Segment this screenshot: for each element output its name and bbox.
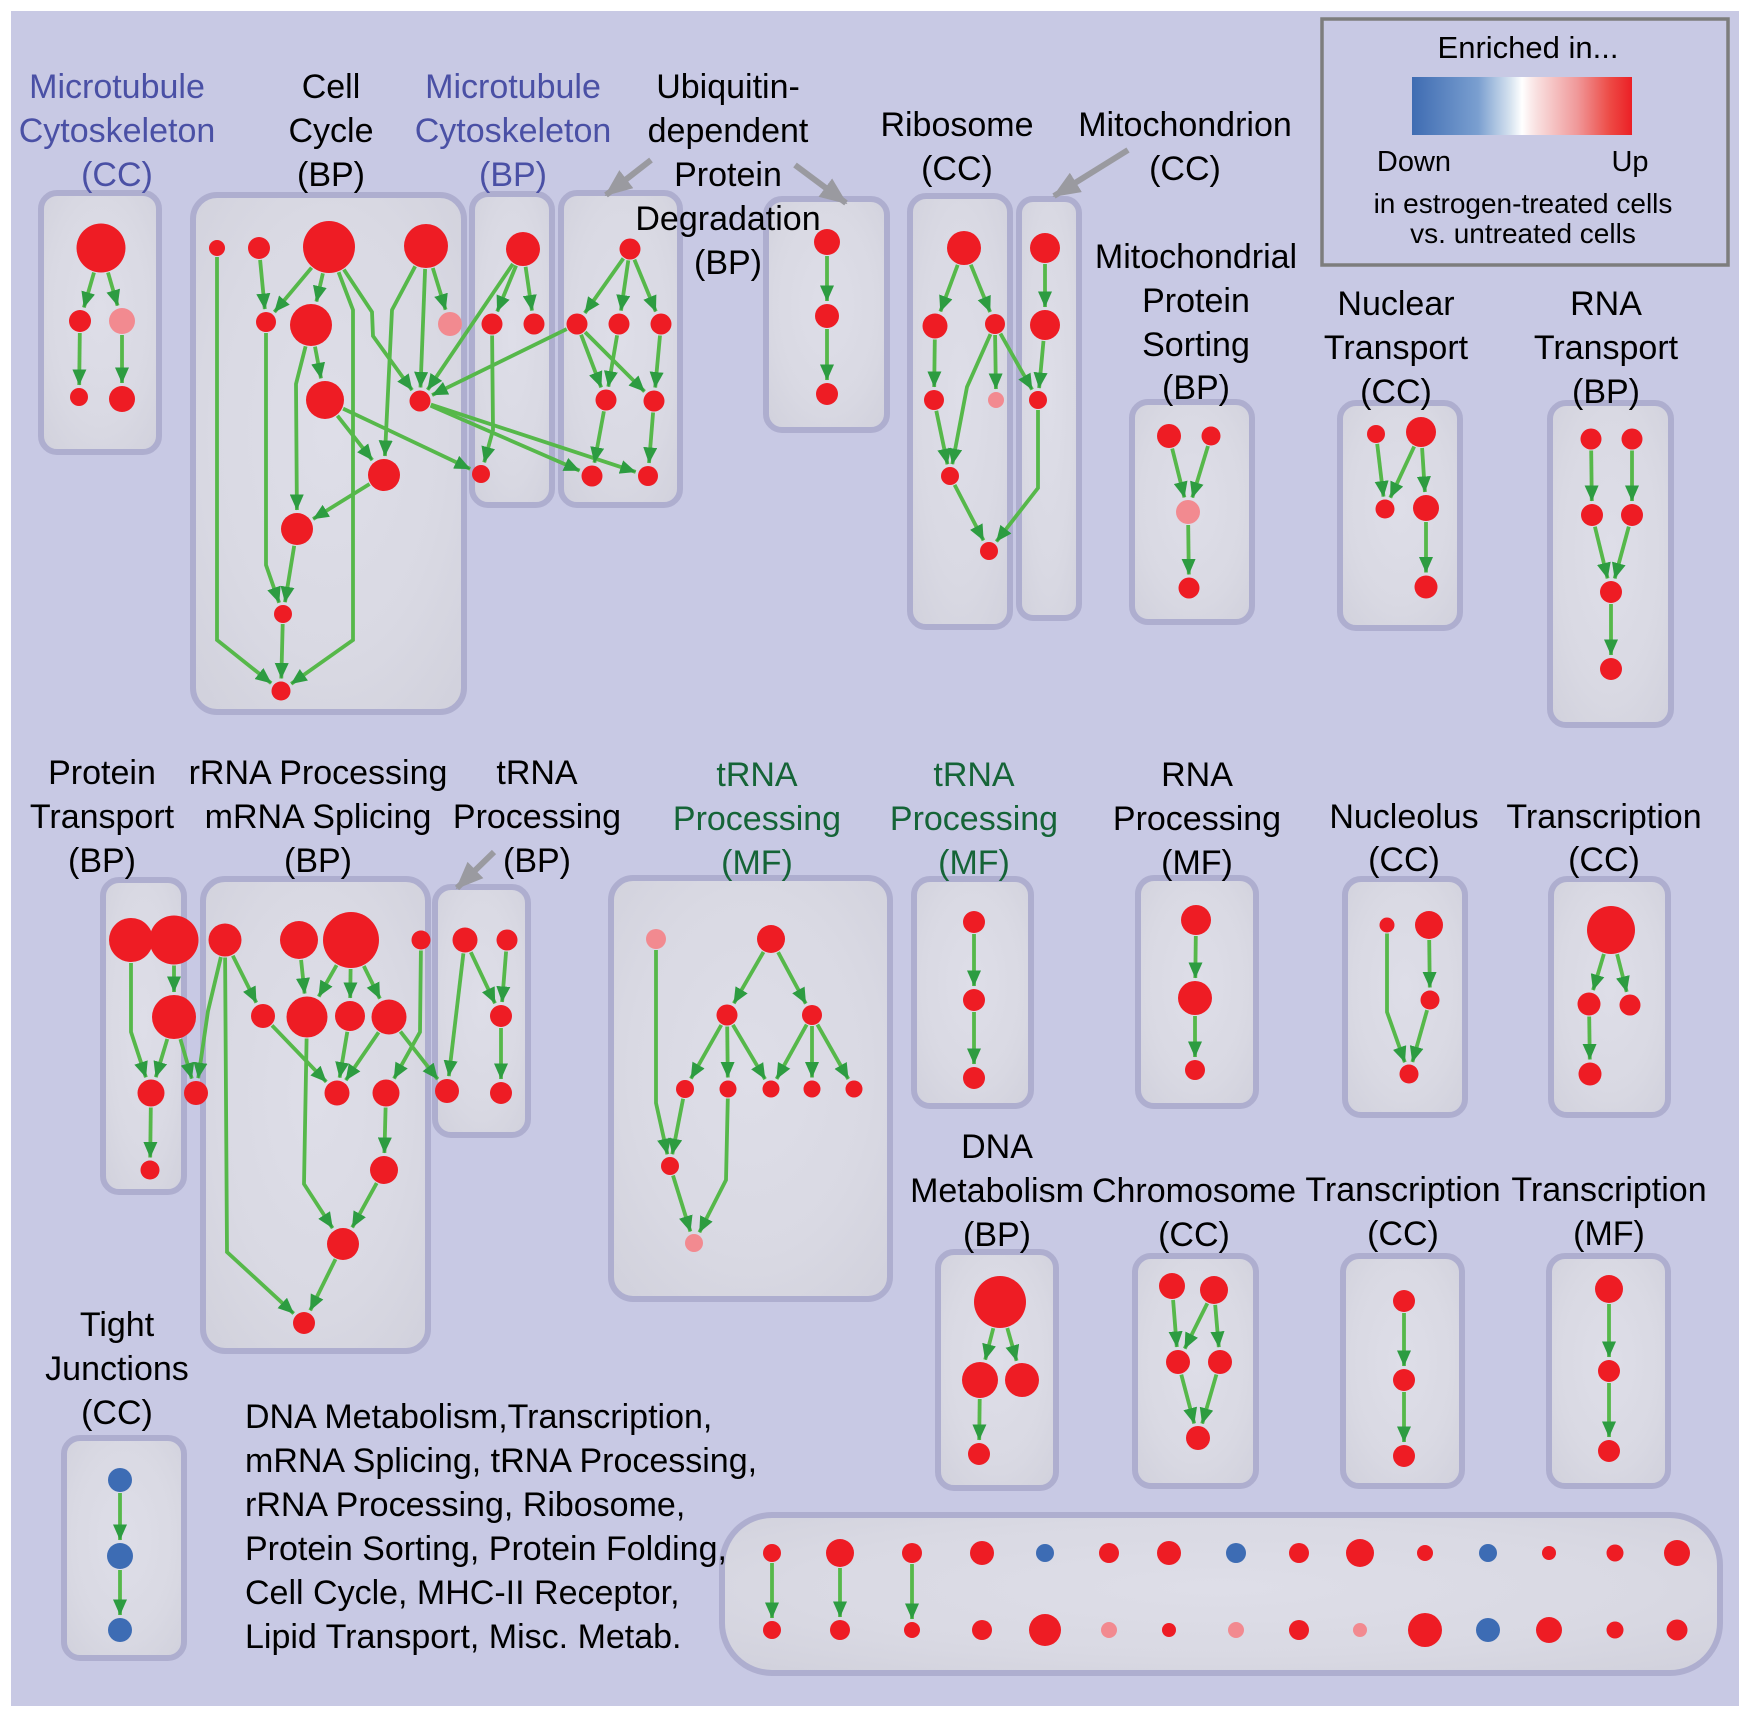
svg-text:Protein Sorting, Protein Foldi: Protein Sorting, Protein Folding, <box>245 1530 727 1568</box>
svg-text:Transcription: Transcription <box>1511 1171 1706 1209</box>
svg-text:(BP): (BP) <box>503 842 571 880</box>
svg-text:tRNA: tRNA <box>496 754 578 792</box>
svg-text:Ribosome: Ribosome <box>880 106 1033 144</box>
svg-text:(BP): (BP) <box>1572 373 1640 411</box>
svg-text:Metabolism: Metabolism <box>910 1172 1084 1210</box>
svg-text:mRNA Splicing: mRNA Splicing <box>205 798 432 836</box>
svg-text:(MF): (MF) <box>1573 1215 1645 1253</box>
svg-text:Cytoskeleton: Cytoskeleton <box>415 112 612 150</box>
svg-text:Cycle: Cycle <box>288 112 373 150</box>
svg-text:Nucleolus: Nucleolus <box>1329 798 1478 836</box>
svg-text:(BP): (BP) <box>963 1216 1031 1254</box>
svg-text:Processing: Processing <box>890 800 1058 838</box>
svg-text:Enriched in...: Enriched in... <box>1438 30 1619 65</box>
svg-text:(BP): (BP) <box>479 156 547 194</box>
svg-text:mRNA Splicing, tRNA Processing: mRNA Splicing, tRNA Processing, <box>245 1442 757 1480</box>
svg-text:Transcription: Transcription <box>1506 798 1701 836</box>
svg-text:Tight: Tight <box>80 1306 155 1344</box>
svg-text:(BP): (BP) <box>68 842 136 880</box>
svg-text:(MF): (MF) <box>721 844 793 882</box>
svg-text:Up: Up <box>1611 146 1648 178</box>
svg-text:Mitochondrion: Mitochondrion <box>1078 106 1292 144</box>
svg-text:RNA: RNA <box>1161 756 1233 794</box>
svg-text:Degradation: Degradation <box>635 200 820 238</box>
svg-text:Transcription: Transcription <box>1305 1171 1500 1209</box>
svg-text:Lipid Transport, Misc. Metab.: Lipid Transport, Misc. Metab. <box>245 1618 682 1656</box>
svg-text:(BP): (BP) <box>694 244 762 282</box>
svg-text:(CC): (CC) <box>81 1394 153 1432</box>
svg-text:(BP): (BP) <box>284 842 352 880</box>
svg-text:Mitochondrial: Mitochondrial <box>1095 238 1297 276</box>
svg-text:vs. untreated cells: vs. untreated cells <box>1410 218 1636 249</box>
svg-text:Transport: Transport <box>30 798 175 836</box>
svg-text:Protein: Protein <box>48 754 156 792</box>
svg-text:Processing: Processing <box>673 800 841 838</box>
svg-text:Cell Cycle, MHC-II Receptor,: Cell Cycle, MHC-II Receptor, <box>245 1574 680 1612</box>
svg-text:RNA: RNA <box>1570 285 1642 323</box>
svg-text:rRNA Processing, Ribosome,: rRNA Processing, Ribosome, <box>245 1486 685 1524</box>
svg-text:(CC): (CC) <box>81 156 153 194</box>
svg-text:DNA Metabolism,Transcription,: DNA Metabolism,Transcription, <box>245 1398 712 1436</box>
svg-text:(BP): (BP) <box>297 156 365 194</box>
svg-text:Transport: Transport <box>1534 329 1679 367</box>
svg-text:DNA: DNA <box>961 1128 1033 1166</box>
svg-text:Protein: Protein <box>1142 282 1250 320</box>
svg-text:Microtubule: Microtubule <box>29 68 205 106</box>
svg-text:(CC): (CC) <box>1360 373 1432 411</box>
svg-text:Chromosome: Chromosome <box>1092 1172 1296 1210</box>
svg-text:(CC): (CC) <box>1367 1215 1439 1253</box>
svg-text:Processing: Processing <box>453 798 621 836</box>
svg-text:Protein: Protein <box>674 156 782 194</box>
svg-text:Transport: Transport <box>1324 329 1469 367</box>
svg-text:(CC): (CC) <box>1368 841 1440 879</box>
svg-text:(MF): (MF) <box>1161 844 1233 882</box>
svg-text:dependent: dependent <box>648 112 809 150</box>
svg-text:Processing: Processing <box>1113 800 1281 838</box>
svg-text:Microtubule: Microtubule <box>425 68 601 106</box>
svg-text:tRNA: tRNA <box>716 756 798 794</box>
svg-text:tRNA: tRNA <box>933 756 1015 794</box>
svg-text:Cytoskeleton: Cytoskeleton <box>19 112 216 150</box>
svg-text:(CC): (CC) <box>921 150 993 188</box>
svg-text:in estrogen-treated cells: in estrogen-treated cells <box>1374 188 1673 219</box>
svg-text:(MF): (MF) <box>938 844 1010 882</box>
svg-text:Ubiquitin-: Ubiquitin- <box>656 68 800 106</box>
svg-text:Nuclear: Nuclear <box>1337 285 1454 323</box>
svg-text:Sorting: Sorting <box>1142 326 1250 364</box>
svg-text:rRNA Processing: rRNA Processing <box>189 754 448 792</box>
svg-text:Cell: Cell <box>302 68 361 106</box>
svg-text:(CC): (CC) <box>1149 150 1221 188</box>
svg-text:(CC): (CC) <box>1568 841 1640 879</box>
svg-text:(BP): (BP) <box>1162 369 1230 407</box>
svg-text:(CC): (CC) <box>1158 1216 1230 1254</box>
svg-text:Junctions: Junctions <box>45 1350 189 1388</box>
svg-text:Down: Down <box>1377 146 1451 178</box>
